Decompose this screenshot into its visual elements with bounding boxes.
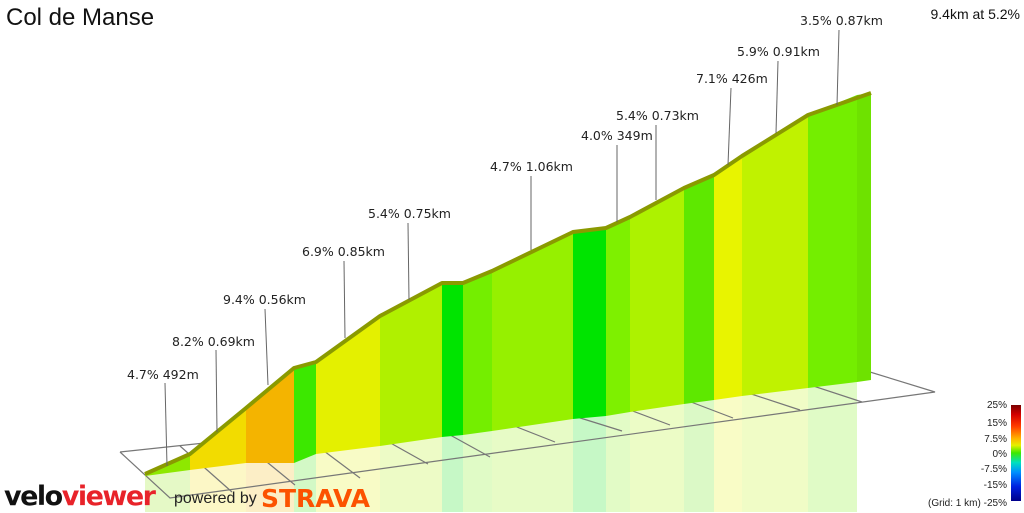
segment-label: 5.4% 0.73km	[616, 108, 699, 123]
segment-label: 5.4% 0.75km	[368, 206, 451, 221]
legend-tick: -25%	[983, 498, 1007, 509]
legend-tick: -15%	[983, 480, 1007, 491]
legend-tick: 25%	[986, 400, 1007, 411]
segment-label: 7.1% 426m	[696, 71, 768, 86]
climb-summary: 9.4km at 5.2%	[930, 6, 1021, 22]
logo-viewer-text: viewer	[61, 481, 156, 512]
segment-label: 9.4% 0.56km	[223, 292, 306, 307]
segment-labels: 4.7% 492m 8.2% 0.69km 9.4% 0.56km 6.9% 0…	[127, 13, 883, 382]
segment-label: 4.7% 1.06km	[490, 159, 573, 174]
strava-logo[interactable]: STRAVA	[261, 484, 370, 513]
logo-velo-text: velo	[4, 481, 63, 512]
segment-label: 4.7% 492m	[127, 367, 199, 382]
segment-label: 8.2% 0.69km	[172, 334, 255, 349]
legend-tick: -7.5%	[980, 464, 1007, 475]
legend-tick: 15%	[986, 418, 1007, 429]
page-title: Col de Manse	[6, 4, 155, 31]
segment-label: 3.5% 0.87km	[800, 13, 883, 28]
segment-label: 5.9% 0.91km	[737, 44, 820, 59]
gradient-color-scale	[1011, 405, 1021, 501]
segment-label: 6.9% 0.85km	[302, 244, 385, 259]
veloviewer-logo[interactable]: veloviewer	[4, 481, 156, 512]
callout-leaders	[164, 29, 840, 467]
legend-tick: 7.5%	[984, 434, 1007, 445]
powered-by-text: powered by	[174, 490, 257, 507]
grid-note: (Grid: 1 km)	[928, 498, 981, 509]
profile-segments	[144, 91, 872, 476]
legend-tick: 0%	[992, 449, 1007, 460]
segment-label: 4.0% 349m	[581, 128, 653, 143]
